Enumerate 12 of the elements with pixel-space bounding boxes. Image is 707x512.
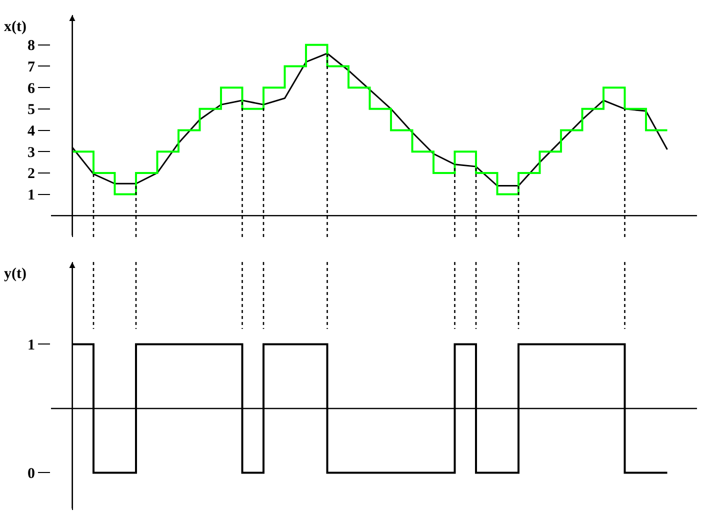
y-tick-label: 1 — [28, 337, 35, 354]
y-tick-label: 0 — [28, 466, 35, 482]
y-tick-label: 1 — [28, 188, 35, 204]
y-tick-label: 6 — [28, 80, 36, 97]
y-tick-label: 3 — [28, 144, 35, 161]
y-tick-label: 8 — [28, 38, 35, 54]
y-tick-label: 7 — [28, 59, 36, 76]
y-tick-label: 4 — [28, 124, 36, 140]
y-tick-label: 5 — [28, 102, 35, 118]
y-axis-title: x(t) — [4, 19, 26, 35]
y-tick-label: 2 — [28, 166, 35, 182]
y-axis-title: y(t) — [4, 266, 26, 282]
